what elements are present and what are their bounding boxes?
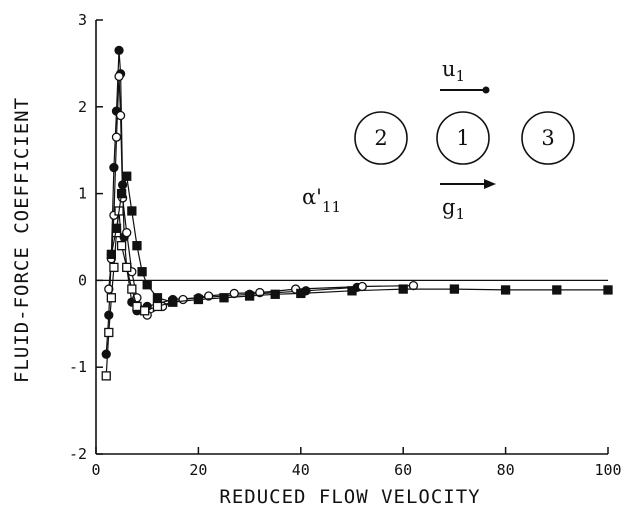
g-arrow-head-icon [484, 179, 496, 189]
data-point [114, 45, 124, 56]
data-point [449, 284, 460, 294]
alpha-symbol: α' [302, 185, 322, 209]
data-point [152, 293, 163, 303]
inset-diagram: 2 1 3 u1 g1 α'11 [302, 57, 575, 223]
data-point [357, 281, 367, 292]
data-point [115, 110, 126, 121]
y-tick-label: -1 [69, 358, 87, 376]
series-3 [106, 171, 613, 307]
g-label: g1 [442, 195, 465, 223]
cylinder-3-label: 3 [541, 126, 554, 150]
alpha-subscript: 11 [322, 198, 341, 216]
data-point [132, 301, 142, 312]
data-point [270, 289, 280, 299]
data-point [296, 288, 306, 299]
data-point [137, 267, 147, 277]
data-point [398, 284, 408, 294]
data-point [114, 71, 124, 82]
data-point [132, 241, 142, 251]
y-axis-title: FLUID-FORCE COEFFICIENT [11, 97, 33, 383]
x-axis-title: REDUCED FLOW VELOCITY [219, 486, 480, 508]
data-point [500, 285, 511, 295]
cylinder-3 [521, 111, 575, 165]
x-tick-label: 80 [497, 461, 515, 479]
data-point [111, 223, 122, 233]
data-point [101, 349, 111, 359]
data-point [127, 206, 137, 216]
data-point [168, 297, 178, 307]
series-layer [101, 45, 613, 381]
data-point [408, 280, 419, 291]
data-point [229, 288, 239, 299]
y-tick-label: 0 [78, 271, 87, 289]
g-subscript: 1 [455, 205, 465, 223]
data-point [106, 293, 117, 303]
y-tick-label: 2 [78, 98, 87, 116]
data-point [178, 294, 188, 305]
data-point [122, 171, 132, 181]
cylinder-1-label: 1 [456, 126, 469, 150]
x-tick-label: 40 [292, 461, 310, 479]
data-point [142, 280, 152, 290]
u-arrow-head-icon [482, 86, 490, 94]
data-point [122, 262, 132, 273]
data-point [139, 306, 150, 316]
axes: -2 -1 0 1 2 3 0 20 40 60 80 100 [69, 11, 622, 479]
data-point [116, 188, 127, 199]
data-point [122, 228, 132, 238]
data-point [109, 262, 119, 273]
data-point [104, 310, 114, 320]
data-point [127, 284, 137, 294]
cylinder-2 [354, 111, 408, 165]
u-label: u1 [442, 57, 465, 85]
data-point [347, 286, 357, 296]
series-line [108, 76, 414, 316]
data-point [104, 284, 114, 294]
x-tick-label: 100 [594, 461, 621, 479]
data-point [193, 294, 204, 305]
alpha-label: α'11 [302, 185, 341, 216]
data-point [219, 293, 229, 303]
data-point [109, 162, 119, 173]
x-tick-label: 60 [394, 461, 412, 479]
data-point [152, 301, 163, 312]
data-point [104, 327, 114, 338]
g-symbol: g [442, 195, 455, 219]
data-point [101, 371, 111, 381]
y-tick-label: 1 [78, 185, 87, 203]
data-point [106, 249, 117, 260]
y-tick-label: 3 [78, 11, 87, 29]
y-tick-label: -2 [69, 445, 87, 463]
cylinder-1 [436, 111, 490, 165]
data-point [603, 285, 613, 295]
data-point [244, 291, 255, 301]
data-point [111, 132, 122, 142]
data-point [116, 241, 127, 251]
u-subscript: 1 [456, 67, 466, 85]
x-tick-label: 0 [91, 461, 100, 479]
data-point [203, 291, 214, 301]
data-point [255, 287, 265, 298]
data-point [552, 285, 562, 295]
cylinder-2-label: 2 [374, 126, 387, 150]
u-symbol: u [442, 57, 456, 81]
x-tick-label: 20 [189, 461, 207, 479]
